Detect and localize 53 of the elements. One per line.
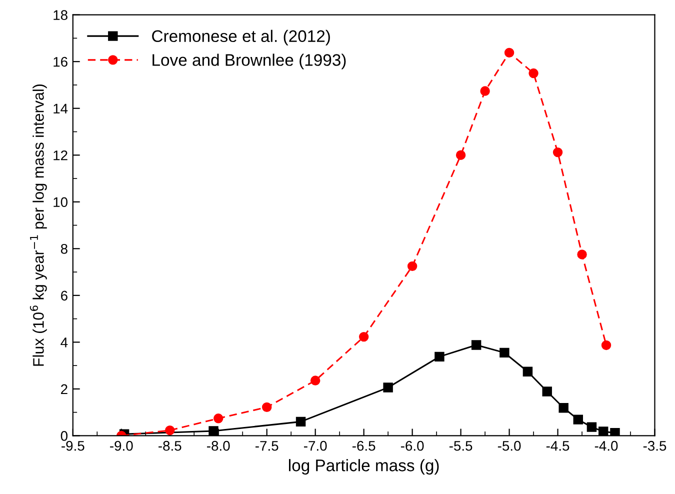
x-tick-label: -9.0 (110, 440, 133, 451)
y-tick-label: 2 (61, 384, 68, 394)
point (552, 147, 563, 158)
point (471, 340, 482, 350)
legend-label: Cremonese et al. (2012) (152, 30, 330, 46)
x-tick-label: -6.0 (400, 440, 424, 451)
x-tick-label: -7.0 (304, 440, 327, 451)
x-tick-label: -5.5 (449, 441, 472, 451)
y-tick-label: 10 (54, 197, 68, 208)
point (598, 426, 608, 436)
point (456, 150, 466, 160)
x-tick-label: -3.5 (643, 440, 666, 451)
point (558, 403, 568, 413)
point (434, 352, 444, 362)
point (542, 386, 552, 396)
x-axis-title: log Particle mass (g) (289, 459, 439, 475)
point (522, 366, 533, 376)
point (310, 376, 320, 386)
point (601, 340, 612, 350)
y-tick-label: 18 (54, 10, 68, 20)
x-tick-label: -4.0 (594, 440, 618, 451)
x-tick-label: -8.0 (207, 440, 230, 451)
x-tick-label: -6.5 (352, 440, 376, 451)
y-tick-label: 8 (60, 244, 68, 254)
point (573, 414, 583, 424)
y-axis-title: Flux (10$^{6}$ kg year$^{−1}$ per log mass interval) (30, 84, 47, 366)
point (383, 382, 393, 392)
point (610, 428, 620, 436)
point (528, 68, 538, 78)
x-tick-label: -5.0 (498, 440, 521, 451)
y-tick-label: 12 (54, 150, 68, 160)
point (262, 402, 272, 412)
y-tick-label: 6 (61, 290, 68, 301)
point (577, 250, 587, 260)
point (165, 425, 175, 436)
point (208, 426, 218, 436)
point (500, 348, 510, 358)
point (504, 48, 514, 58)
point (358, 332, 369, 342)
x-tick-label: -7.5 (256, 441, 278, 451)
x-tick-label: -4.5 (546, 441, 570, 451)
y-tick-label: 4 (60, 338, 68, 348)
point (407, 261, 418, 272)
point (480, 86, 490, 96)
y-tick-label: 16 (54, 56, 68, 67)
point (296, 416, 306, 427)
point (214, 414, 224, 424)
legend-label: Love and Brownlee (1993) (152, 54, 346, 70)
x-tick-label: -8.5 (158, 440, 182, 451)
y-tick-label: 0 (60, 431, 68, 441)
x-tick-label: -9.5 (62, 440, 84, 451)
y-tick-label: 14 (54, 104, 68, 114)
point (586, 422, 597, 432)
